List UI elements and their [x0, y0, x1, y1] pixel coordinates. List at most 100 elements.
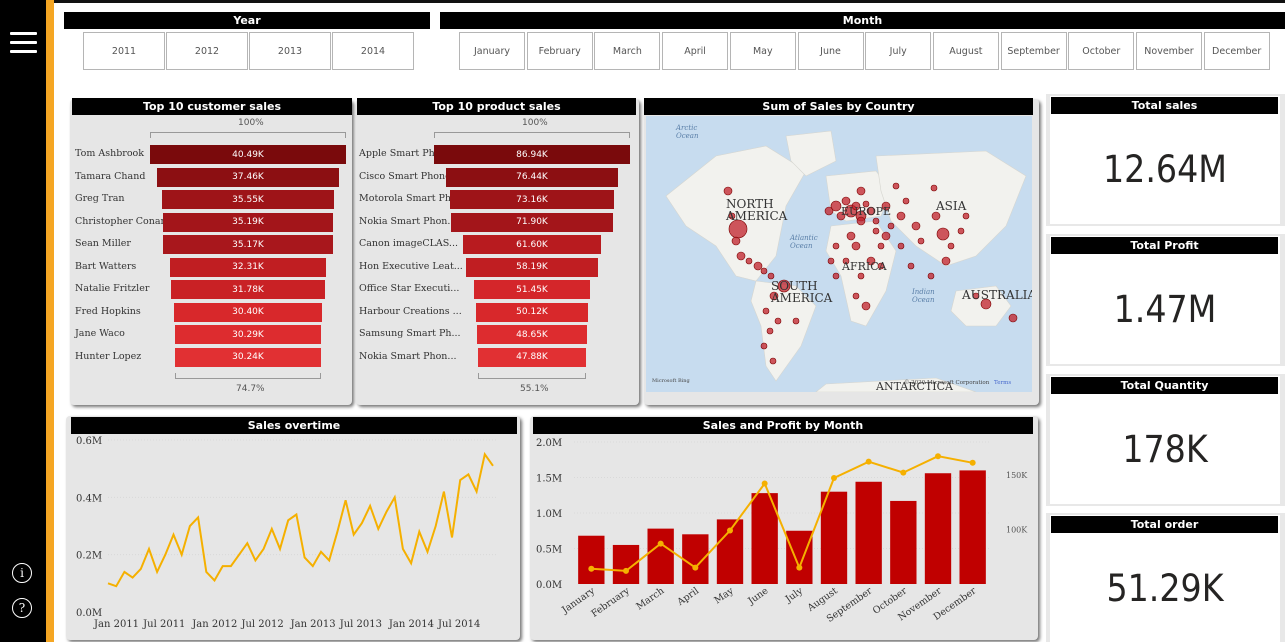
map-bubble — [962, 212, 970, 220]
line-x-tick: Jul 2012 — [240, 619, 283, 630]
month-option-may[interactable]: May — [729, 32, 796, 70]
product-label: Canon imageCLAS... — [359, 238, 458, 249]
map-label: Indian — [911, 288, 935, 296]
map-label: EUROPE — [841, 205, 891, 218]
customer-bar[interactable]: 40.49K — [150, 145, 346, 164]
map-bubble — [736, 251, 746, 261]
year-option-2012[interactable]: 2012 — [166, 32, 248, 70]
month-option-august[interactable]: August — [932, 32, 999, 70]
month-option-march[interactable]: March — [594, 32, 661, 70]
month-option-september[interactable]: September — [1000, 32, 1067, 70]
product-funnel-title: Top 10 product sales — [357, 98, 636, 115]
map-bubble — [836, 211, 846, 221]
map-bubble — [980, 298, 992, 310]
product-bar[interactable]: 61.60K — [462, 235, 602, 254]
map-label: Ocean — [912, 296, 935, 304]
map-label: SOUTH — [771, 279, 818, 293]
customer-bar[interactable]: 35.19K — [162, 212, 334, 232]
month-option-november[interactable]: November — [1136, 32, 1202, 70]
profit-point — [692, 564, 699, 571]
product-bar[interactable]: 86.94K — [434, 145, 630, 164]
customer-bar[interactable]: 30.40K — [174, 302, 322, 322]
map-label: Arctic — [675, 124, 697, 132]
profit-point — [865, 458, 872, 465]
info-icon[interactable]: i — [12, 563, 32, 583]
month-option-june[interactable]: June — [797, 32, 864, 70]
year-option-2013[interactable]: 2013 — [249, 32, 331, 70]
month-option-october[interactable]: October — [1068, 32, 1135, 70]
line-y-tick: 0.0M — [76, 608, 102, 619]
map-bubble — [856, 216, 866, 226]
product-bar[interactable]: 58.19K — [466, 257, 598, 277]
customer-label: Jane Waco — [75, 328, 125, 339]
map-bubble — [857, 272, 865, 280]
combo-x-tick: July — [783, 585, 806, 605]
month-option-february[interactable]: February — [526, 32, 593, 70]
nav-sidebar — [0, 0, 46, 642]
product-bar[interactable]: 71.90K — [450, 212, 614, 232]
south-america-landmass — [750, 280, 817, 382]
map-bubble — [827, 257, 835, 265]
map-label: AMERICA — [725, 209, 788, 223]
map-label: AFRICA — [841, 260, 888, 273]
customer-bar[interactable]: 30.29K — [174, 325, 322, 344]
combo-x-tick: February — [589, 585, 632, 620]
map-label: AUSTRALIA — [961, 288, 1032, 302]
customer-bar[interactable]: 31.78K — [171, 280, 325, 299]
product-bar[interactable]: 47.88K — [478, 347, 586, 367]
year-option-2014[interactable]: 2014 — [332, 32, 414, 70]
month-option-july[interactable]: July — [865, 32, 932, 70]
map-bubble — [731, 236, 741, 246]
help-icon[interactable]: ? — [12, 598, 32, 618]
product-bar[interactable]: 76.44K — [445, 167, 619, 187]
year-option-2011[interactable]: 2011 — [83, 32, 165, 70]
hamburger-menu-icon[interactable] — [10, 32, 37, 56]
month-option-april[interactable]: April — [662, 32, 729, 70]
product-bar[interactable]: 50.12K — [475, 302, 589, 322]
map-bubble — [760, 267, 768, 275]
month-option-december[interactable]: December — [1203, 32, 1270, 70]
sales-profit-chart[interactable]: 2.0M1.5M1.0M0.5M0.0M150K100KJanuaryFebru… — [532, 434, 1036, 638]
line-x-tick: Jan 2012 — [191, 619, 237, 630]
product-label: Cisco Smart Phone... — [359, 170, 460, 182]
map-bubble — [774, 317, 782, 325]
map-bubble — [856, 186, 866, 196]
month-option-january[interactable]: January — [459, 32, 525, 70]
customer-bar[interactable]: 35.55K — [161, 190, 335, 209]
profit-point — [588, 565, 595, 572]
kpi-title: Total sales — [1051, 97, 1278, 114]
product-bar[interactable]: 51.45K — [474, 280, 590, 299]
antarctica-landmass — [815, 377, 977, 392]
combo-x-tick: June — [746, 585, 771, 607]
map-bubble — [887, 222, 895, 230]
map-bubble — [769, 291, 779, 301]
map-bubble — [769, 357, 777, 365]
product-bottom-pct: 55.1% — [520, 384, 549, 394]
product-top-pct: 100% — [522, 118, 548, 128]
kpi-card — [1050, 96, 1280, 224]
customer-top-bracket — [150, 132, 346, 138]
map-bubble — [897, 242, 905, 250]
sales-bar — [924, 473, 952, 584]
map-bubble — [881, 201, 891, 211]
combo-y-tick: 1.5M — [536, 474, 562, 485]
product-label: Harbour Creations ... — [359, 305, 462, 317]
map-terms-link: Terms — [994, 380, 1011, 386]
map-bubble — [892, 182, 900, 190]
customer-bar[interactable]: 37.46K — [157, 167, 339, 187]
map-bubble — [902, 197, 910, 205]
map-bubble — [877, 262, 885, 270]
customer-bar[interactable]: 30.24K — [174, 347, 322, 367]
line-x-tick: Jul 2014 — [437, 619, 480, 630]
map-bubble — [832, 242, 840, 250]
map-bubble — [832, 272, 840, 280]
map-bubble — [760, 342, 768, 350]
customer-bar[interactable]: 35.17K — [162, 235, 334, 254]
product-bar[interactable]: 73.16K — [449, 190, 615, 209]
product-bar[interactable]: 48.65K — [477, 325, 587, 344]
customer-bar[interactable]: 32.31K — [169, 257, 327, 277]
kpi-card — [1050, 376, 1280, 504]
profit-point — [831, 475, 837, 482]
